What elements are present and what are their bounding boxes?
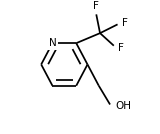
Text: F: F bbox=[93, 1, 99, 11]
Text: OH: OH bbox=[115, 101, 131, 111]
Text: F: F bbox=[122, 18, 128, 27]
Text: N: N bbox=[49, 38, 56, 48]
Text: F: F bbox=[118, 43, 124, 53]
